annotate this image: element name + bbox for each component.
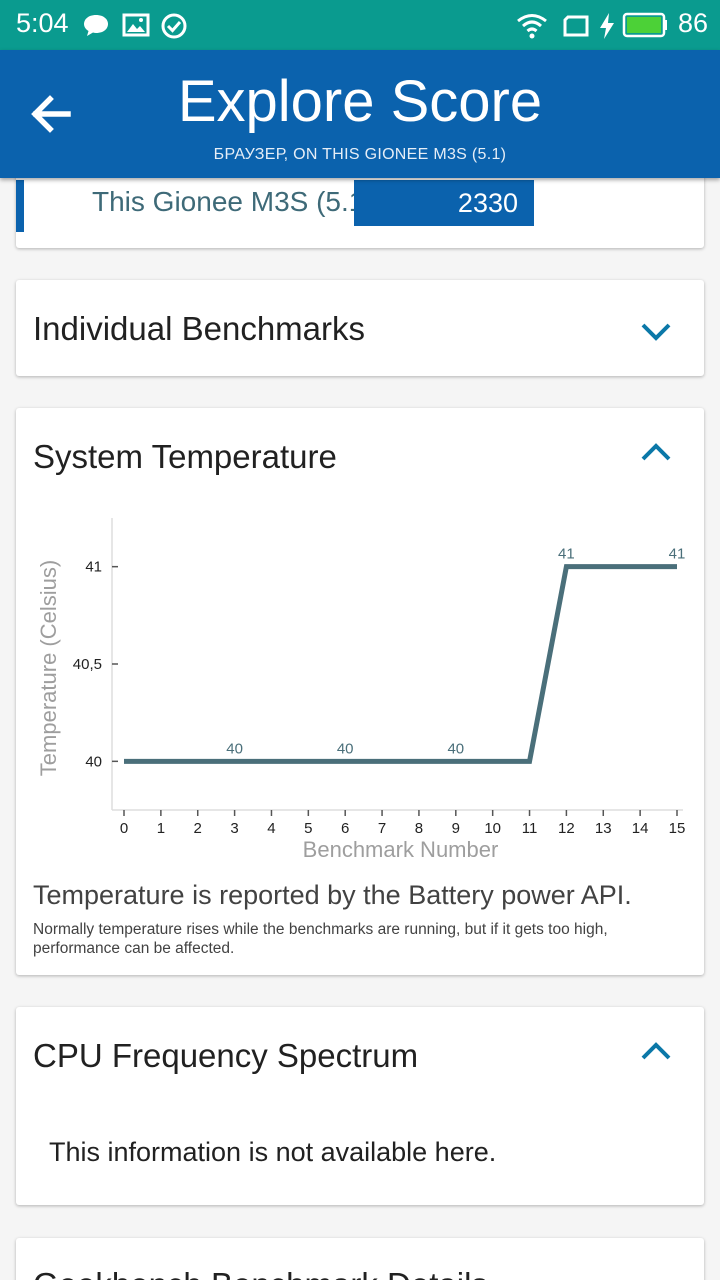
y-tick-label: 41 <box>85 559 102 576</box>
x-tick-label: 0 <box>120 820 128 837</box>
x-tick-label: 9 <box>452 820 460 837</box>
y-axis-label: Temperature (Celsius) <box>36 560 61 776</box>
screen-rotate-icon <box>563 15 589 37</box>
x-tick-label: 6 <box>341 820 349 837</box>
cpu-frequency-card: CPU Frequency Spectrum This information … <box>16 1007 704 1205</box>
x-tick-label: 3 <box>230 820 238 837</box>
x-tick-label: 10 <box>484 820 501 837</box>
card-title: Individual Benchmarks <box>33 310 365 347</box>
point-label: 40 <box>337 740 354 757</box>
x-tick-label: 1 <box>157 820 165 837</box>
system-temperature-card: System Temperature 40 40,5 41 0 1 2 3 4 5 6 7 8 9 10… <box>16 408 704 975</box>
not-available-message: This information is not available here. <box>49 1137 497 1167</box>
page-title: Explore Score <box>177 69 543 134</box>
x-tick-label: 12 <box>558 820 575 837</box>
x-tick-label: 2 <box>194 820 202 837</box>
chart-axes <box>111 518 683 811</box>
card-title: System Temperature <box>33 438 337 475</box>
score-bar: 2330 <box>354 180 534 226</box>
individual-benchmarks-card[interactable]: Individual Benchmarks <box>16 280 704 376</box>
battery-icon <box>622 12 667 38</box>
x-axis-label: Benchmark Number <box>303 837 499 862</box>
status-time: 5:04 <box>16 8 69 38</box>
temperature-note: Temperature is reported by the Battery p… <box>33 880 632 910</box>
y-tick-label: 40,5 <box>73 656 102 673</box>
x-tick-label: 5 <box>304 820 312 837</box>
score-accent-bar <box>16 180 24 232</box>
x-tick-label: 11 <box>522 820 538 837</box>
page-subtitle: БРАУЗЕР, ON THIS GIONEE M3S (5.1) <box>213 146 507 163</box>
geekbench-details-card[interactable]: Geekbench Benchmark Details <box>16 1238 704 1280</box>
app-bar: Explore Score БРАУЗЕР, ON THIS GIONEE M3… <box>0 50 720 178</box>
y-tick-label: 40 <box>85 753 102 770</box>
card-title: Geekbench Benchmark Details <box>33 1266 488 1280</box>
score-value: 2330 <box>457 188 518 218</box>
x-tick-label: 4 <box>267 820 275 837</box>
point-label: 40 <box>447 740 464 757</box>
chevron-up-icon[interactable] <box>638 1039 674 1063</box>
point-label: 41 <box>558 546 575 563</box>
score-row: This Gionee M3S (5.1) 2330 <box>16 180 704 232</box>
chevron-up-icon[interactable] <box>638 440 674 464</box>
x-tick-label: 14 <box>632 820 649 837</box>
point-label: 40 <box>226 740 243 757</box>
back-arrow-icon[interactable] <box>28 86 74 142</box>
x-tick-label: 15 <box>669 820 686 837</box>
battery-percentage: 86 <box>677 8 708 38</box>
charging-icon <box>600 13 614 39</box>
x-tick-label: 8 <box>415 820 423 837</box>
card-title: CPU Frequency Spectrum <box>33 1037 419 1074</box>
temperature-series-line <box>124 564 677 764</box>
y-ticks: 40 40,5 41 <box>73 559 118 770</box>
check-circle-icon <box>161 13 187 39</box>
wifi-icon <box>517 14 547 39</box>
x-ticks: 0 1 2 3 4 5 6 7 8 9 10 11 12 13 14 15 <box>120 810 686 837</box>
point-label: 41 <box>669 546 686 563</box>
device-label: This Gionee M3S (5.1) <box>92 186 374 217</box>
x-tick-label: 7 <box>378 820 386 837</box>
message-icon <box>84 15 108 36</box>
score-card: This Gionee M3S (5.1) 2330 <box>16 140 704 248</box>
temperature-subnote: Normally temperature rises while the ben… <box>33 921 608 957</box>
status-bar: 5:04 86 <box>0 0 720 50</box>
image-icon <box>122 13 150 37</box>
point-labels: 40 40 40 41 41 <box>226 546 685 758</box>
chevron-down-icon[interactable] <box>638 320 674 344</box>
x-tick-label: 13 <box>595 820 612 837</box>
